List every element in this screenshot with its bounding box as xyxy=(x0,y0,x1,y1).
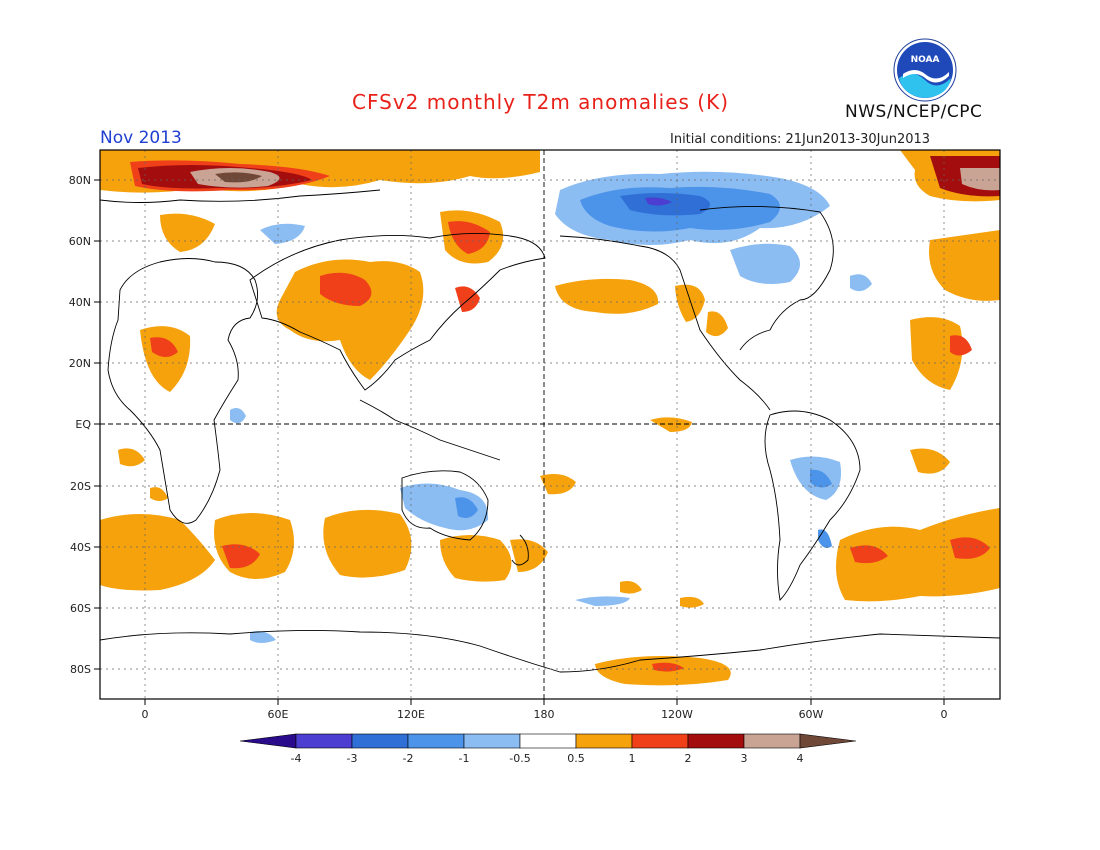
colorbar-label: 3 xyxy=(741,752,748,765)
anomaly-patch-australia-cold xyxy=(400,483,489,531)
lon-label: 0 xyxy=(142,708,149,721)
colorbar-label: 2 xyxy=(685,752,692,765)
forecast-month: Nov 2013 xyxy=(100,128,182,148)
colorbar-label: -3 xyxy=(347,752,358,765)
lon-label: 120E xyxy=(397,708,425,721)
colorbar-label: -0.5 xyxy=(509,752,530,765)
colorbar-swatch xyxy=(351,733,409,749)
colorbar-label: -4 xyxy=(291,752,302,765)
lat-label: 60N xyxy=(69,235,91,248)
coastlines xyxy=(100,189,1000,673)
colorbar-label: 4 xyxy=(797,752,804,765)
anomaly-patch-asia-warm xyxy=(276,259,424,380)
lon-tick-labels: 0 60E 120E 180 120W 60W 0 xyxy=(142,708,948,721)
colorbar-swatch xyxy=(463,733,521,749)
colorbar-swatch xyxy=(575,733,633,749)
noaa-logo: NOAA xyxy=(893,38,957,102)
chart-title: CFSv2 monthly T2m anomalies (K) xyxy=(352,90,729,114)
colorbar-swatch xyxy=(295,733,353,749)
lon-label: 60E xyxy=(268,708,289,721)
anomaly-patch-southern-ocean-warm xyxy=(100,514,215,591)
agency-label: NWS/NCEP/CPC xyxy=(845,102,983,122)
colorbar-swatch xyxy=(631,733,689,749)
lat-label: 80S xyxy=(70,663,91,676)
anomaly-field xyxy=(100,150,1000,699)
colorbar-swatch xyxy=(407,733,465,749)
equator-dateline xyxy=(100,150,1000,699)
lat-tick-labels: 80N 60N 40N 20N EQ 20S 40S 60S 80S xyxy=(69,174,92,676)
colorbar-swatch xyxy=(743,733,801,749)
colorbar-label: 1 xyxy=(629,752,636,765)
lat-label: 20N xyxy=(69,357,91,370)
lon-label: 120W xyxy=(661,708,693,721)
colorbar-arrow-low xyxy=(239,733,297,749)
lat-label: 80N xyxy=(69,174,91,187)
lat-label: 40N xyxy=(69,296,91,309)
lat-label: 20S xyxy=(70,480,91,493)
lon-label: 60W xyxy=(799,708,824,721)
lat-label: 40S xyxy=(70,541,91,554)
colorbar-swatch xyxy=(687,733,745,749)
colorbar-label: -2 xyxy=(403,752,414,765)
colorbar-swatch xyxy=(519,733,577,749)
lat-label: EQ xyxy=(75,418,91,431)
logo-text: NOAA xyxy=(911,55,940,65)
lon-label: 0 xyxy=(941,708,948,721)
lon-label: 180 xyxy=(534,708,555,721)
colorbar: -4 -3 -2 -1 -0.5 0.5 1 2 3 4 xyxy=(239,733,857,765)
lat-label: 60S xyxy=(70,602,91,615)
lat-lon-grid xyxy=(100,150,1000,699)
initial-conditions: Initial conditions: 21Jun2013-30Jun2013 xyxy=(670,132,931,147)
colorbar-label: 0.5 xyxy=(567,752,585,765)
colorbar-label: -1 xyxy=(459,752,470,765)
colorbar-arrow-high xyxy=(799,733,857,749)
